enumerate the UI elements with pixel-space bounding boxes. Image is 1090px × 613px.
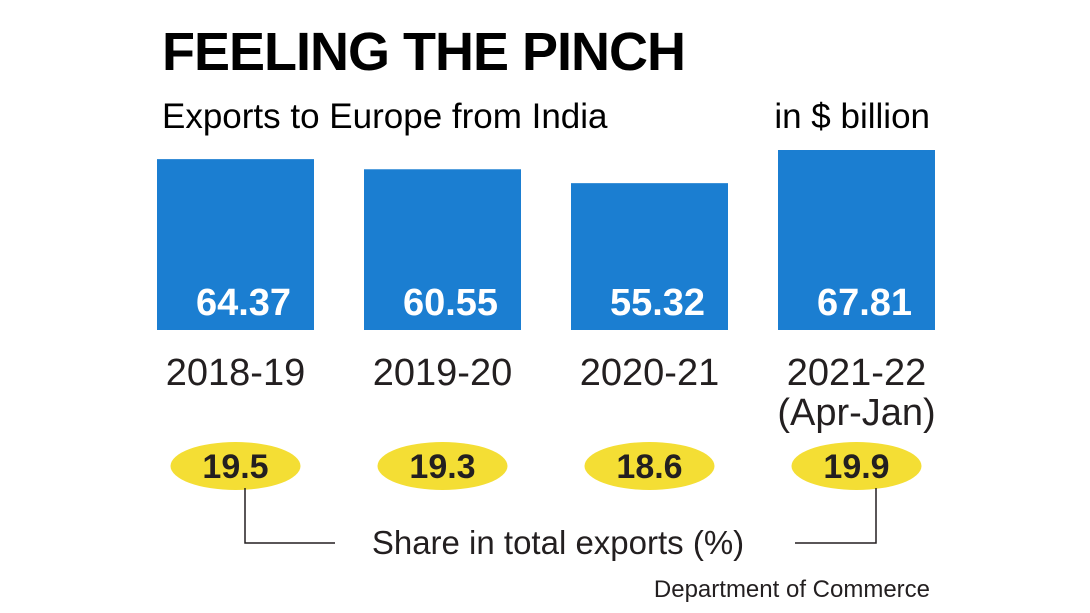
share-bubble xyxy=(170,442,301,490)
category-label: 2021-22 xyxy=(787,352,926,394)
connector-line-right xyxy=(795,488,877,544)
bar-value-label: 64.37 xyxy=(196,282,291,324)
chart-title: FEELING THE PINCH xyxy=(162,22,685,82)
share-value-label: 18.6 xyxy=(616,448,682,486)
share-bubble xyxy=(584,442,715,490)
share-bubble xyxy=(377,442,508,490)
bar-value-label: 55.32 xyxy=(610,282,705,324)
category-note: (Apr-Jan) xyxy=(777,392,935,434)
source-label: Department of Commerce xyxy=(654,576,930,603)
chart-subtitle: Exports to Europe from India xyxy=(162,97,608,136)
share-caption: Share in total exports (%) xyxy=(372,524,744,561)
category-label: 2020-21 xyxy=(580,352,719,394)
category-labels-group: 2018-19 2019-20 2020-21 2021-22(Apr-Jan) xyxy=(166,352,936,434)
bar-value-label: 67.81 xyxy=(817,282,912,324)
bars-group: 64.37 60.55 55.32 67.81 xyxy=(157,150,935,330)
bar-2020-21 xyxy=(571,183,728,330)
share-value-label: 19.9 xyxy=(823,448,889,486)
share-bubbles-group: 19.5 19.3 18.6 19.9 xyxy=(170,442,922,490)
bar-2019-20 xyxy=(364,169,521,330)
category-label: 2018-19 xyxy=(166,352,305,394)
unit-label: in $ billion xyxy=(774,97,930,136)
category-label: 2019-20 xyxy=(373,352,512,394)
share-bubble xyxy=(791,442,922,490)
bar-2018-19 xyxy=(157,159,314,330)
share-value-label: 19.5 xyxy=(202,448,268,486)
bar-2021-22 xyxy=(778,150,935,330)
share-value-label: 19.3 xyxy=(409,448,475,486)
bar-value-label: 60.55 xyxy=(403,282,498,324)
connector-line-left xyxy=(244,488,335,544)
